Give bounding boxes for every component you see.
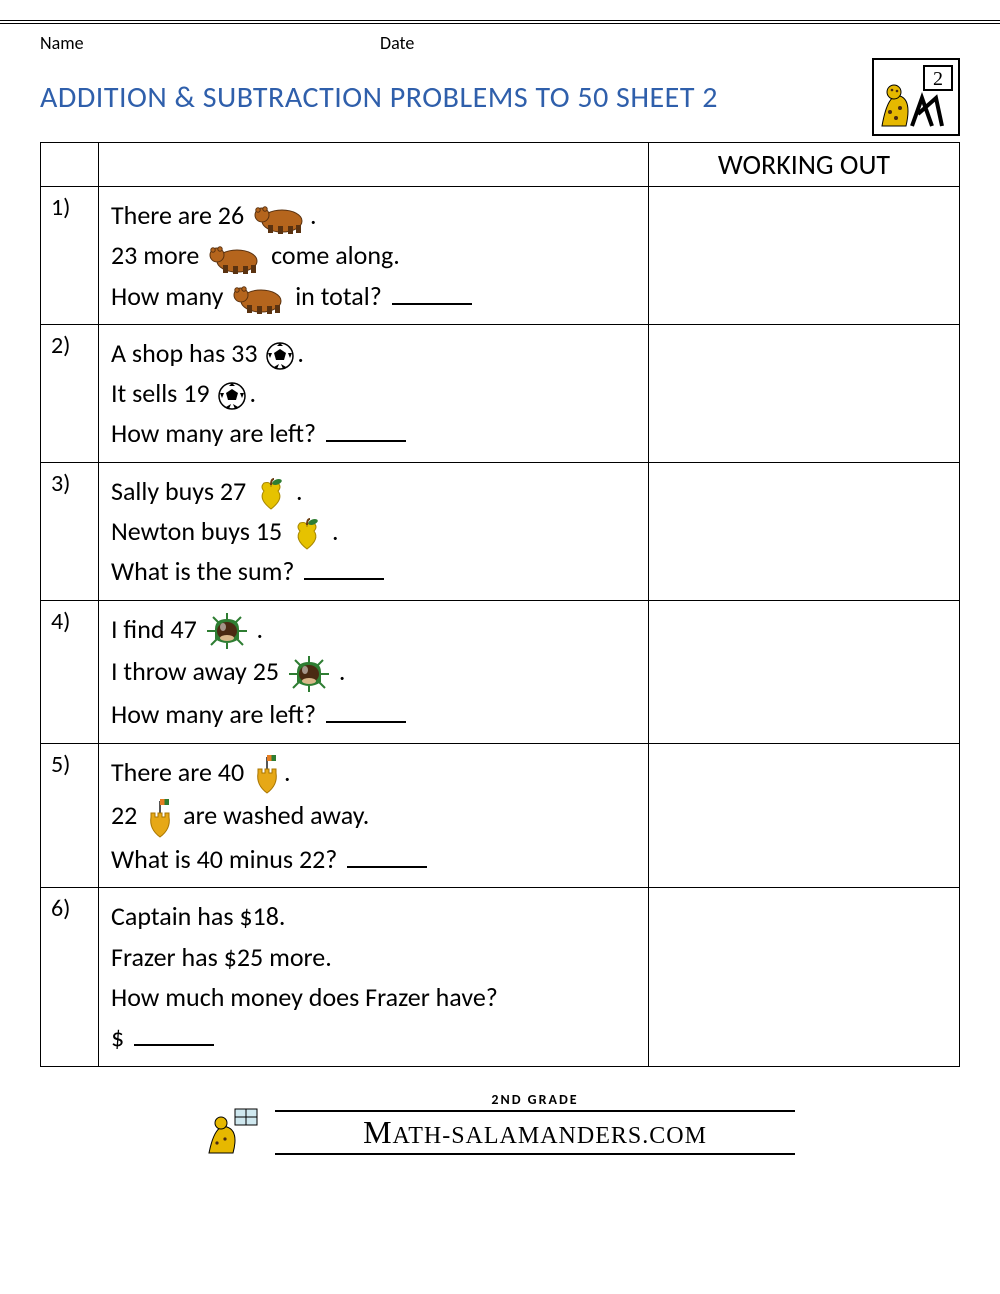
problem-text: A shop has 33 .It sells 19 .How many are… (99, 325, 649, 462)
working-out-cell[interactable] (649, 187, 959, 324)
bear-icon (231, 281, 287, 315)
problem-number: 2) (41, 325, 99, 462)
castle-icon (252, 753, 282, 795)
top-rule (0, 20, 1000, 24)
table-row: 3)Sally buys 27 .Newton buys 15 .What is… (41, 463, 959, 601)
working-out-cell[interactable] (649, 888, 959, 1065)
footer-brand-prefix: M (363, 1114, 392, 1150)
header-labels: Name Date (0, 32, 1000, 58)
ball-icon (217, 381, 247, 411)
apple-icon (290, 517, 324, 551)
chestnut-icon (287, 654, 331, 694)
worksheet-table: WORKING OUT 1)There are 26 .23 more come… (40, 142, 960, 1067)
svg-text:2: 2 (933, 68, 943, 90)
footer-brand: ATH-SALAMANDERS.COM (393, 1123, 707, 1149)
problem-number: 6) (41, 888, 99, 1065)
table-row: 1)There are 26 .23 more come along.How m… (41, 187, 959, 325)
footer: 2ND GRADE MATH-SALAMANDERS.COM (0, 1091, 1000, 1161)
bear-icon (252, 201, 308, 235)
footer-grade: 2ND GRADE (275, 1091, 795, 1108)
working-out-cell[interactable] (649, 325, 959, 462)
table-row: 4)I find 47 .I throw away 25 (41, 601, 959, 744)
chestnut-icon (205, 611, 249, 651)
title-row: ADDITION & SUBTRACTION PROBLEMS TO 50 SH… (0, 58, 1000, 136)
answer-blank[interactable] (326, 721, 406, 723)
working-out-header: WORKING OUT (649, 143, 959, 186)
working-out-cell[interactable] (649, 744, 959, 888)
logo-icon: 2 (872, 58, 960, 136)
table-row: 2)A shop has 33 .It sells 19 .How many a… (41, 325, 959, 463)
castle-icon (145, 797, 175, 839)
problem-number: 1) (41, 187, 99, 324)
working-out-cell[interactable] (649, 601, 959, 743)
ball-icon (265, 341, 295, 371)
answer-blank[interactable] (134, 1044, 214, 1046)
problem-text: There are 40 .22 are washed away.What is… (99, 744, 649, 888)
table-header-row: WORKING OUT (41, 143, 959, 187)
bear-icon (207, 241, 263, 275)
table-row: 5)There are 40 .22 are washed away.What … (41, 744, 959, 889)
table-row: 6)Captain has $18.Frazer has $25 more.Ho… (41, 888, 959, 1065)
problem-number: 4) (41, 601, 99, 743)
problem-text: There are 26 .23 more come along.How man… (99, 187, 649, 324)
problem-text: I find 47 .I throw away 25 (99, 601, 649, 743)
date-label: Date (380, 32, 414, 54)
answer-blank[interactable] (304, 578, 384, 580)
problem-number: 5) (41, 744, 99, 888)
problem-text: Captain has $18.Frazer has $25 more.How … (99, 888, 649, 1065)
name-label: Name (40, 32, 380, 54)
problem-number: 3) (41, 463, 99, 600)
problem-text: Sally buys 27 .Newton buys 15 .What is t… (99, 463, 649, 600)
answer-blank[interactable] (392, 303, 472, 305)
answer-blank[interactable] (347, 866, 427, 868)
salamander-icon (205, 1103, 269, 1157)
working-out-cell[interactable] (649, 463, 959, 600)
page-title: ADDITION & SUBTRACTION PROBLEMS TO 50 SH… (40, 79, 854, 116)
apple-icon (254, 477, 288, 511)
answer-blank[interactable] (326, 440, 406, 442)
